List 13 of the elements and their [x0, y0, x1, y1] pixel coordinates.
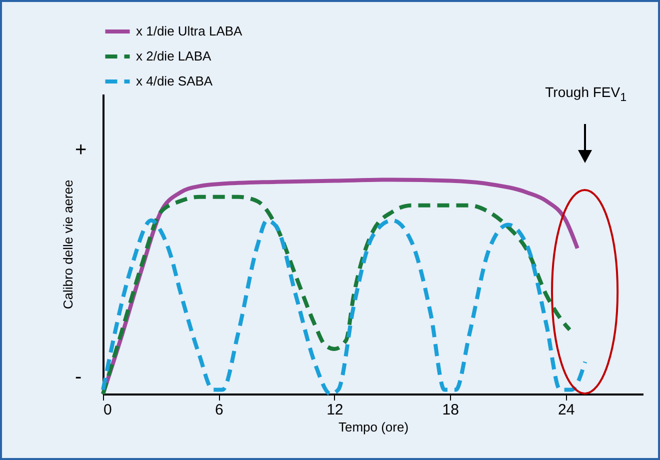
legend-label: x 1/die Ultra LABA [136, 24, 243, 38]
x-tick-label: 6 [215, 402, 224, 418]
text: - [75, 366, 82, 389]
legend-label: x 2/die LABA [136, 48, 212, 64]
x-axis-title: Tempo (ore) [338, 420, 409, 434]
x-tick-label: 24 [558, 402, 575, 418]
text: + [75, 139, 87, 162]
legend-label: x 4/die SABA [136, 74, 213, 88]
y-axis-title: Calibro delle vie aeree [60, 180, 76, 310]
x-tick-label: 12 [326, 402, 344, 418]
x-tick-label: 18 [442, 402, 459, 418]
text: Trough FEV$_{1}$ [545, 84, 627, 104]
x-tick-label: 0 [104, 402, 112, 418]
